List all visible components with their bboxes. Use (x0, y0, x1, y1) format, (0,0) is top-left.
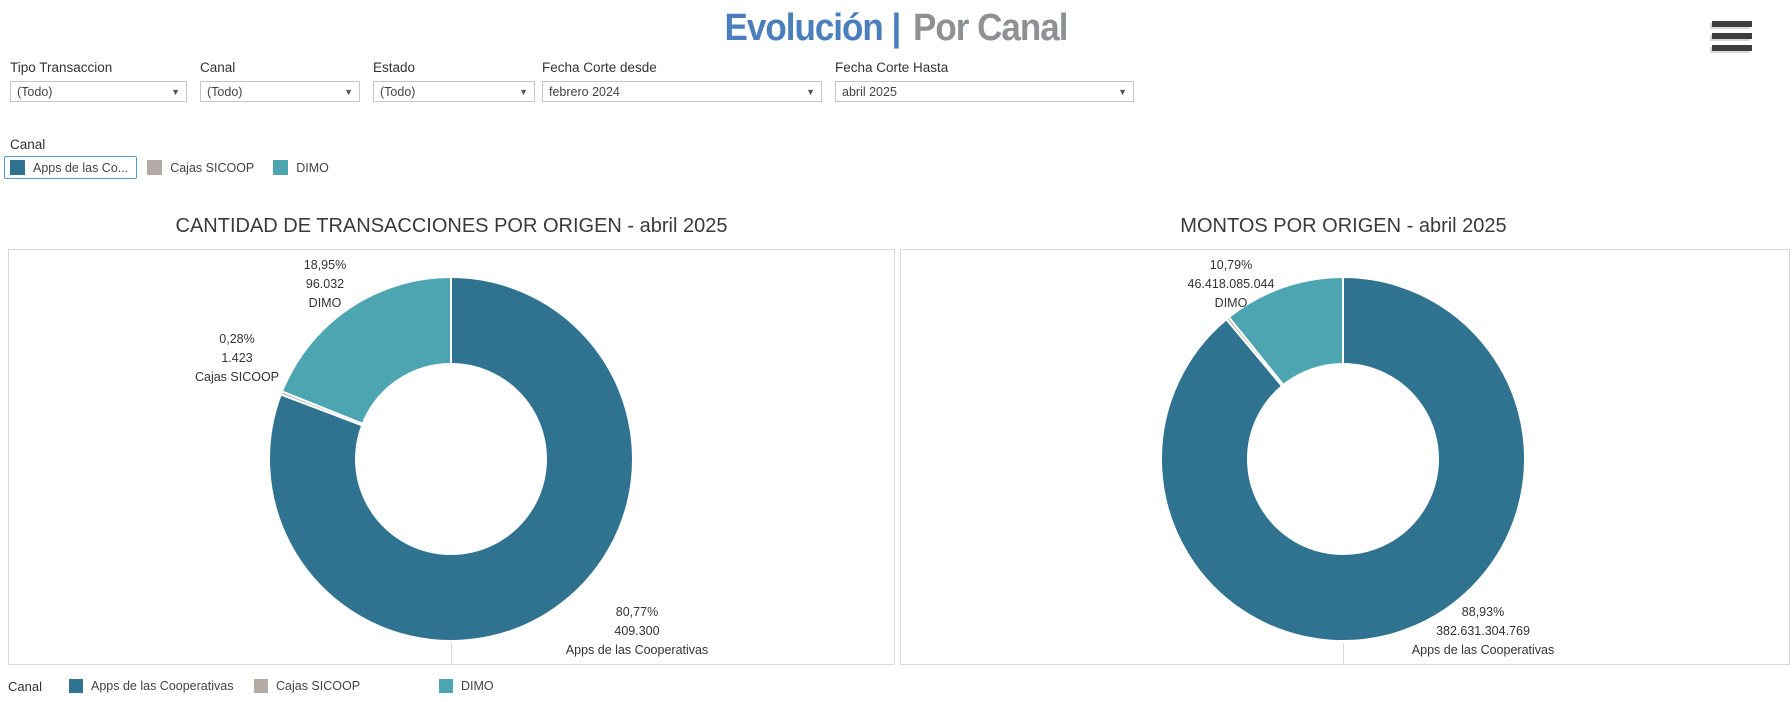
legend-label: Apps de las Co... (33, 160, 129, 175)
chart-panel-montos: 10,79% 46.418.085.044 DIMO 88,93% 382.63… (900, 249, 1790, 665)
callout-label: Apps de las Cooperativas (1411, 643, 1555, 657)
callout-percent: 10,79% (1209, 258, 1253, 272)
dropdown-value: (Todo) (17, 84, 53, 99)
callout-label: Apps de las Cooperativas (565, 643, 709, 657)
chart-title-cantidad: CANTIDAD DE TRANSACCIONES POR ORIGEN - a… (175, 215, 728, 237)
chevron-down-icon: ▼ (344, 86, 353, 97)
filter-label: Fecha Corte Hasta (835, 60, 949, 75)
fecha-corte-hasta-dropdown[interactable]: abril 2025 ▼ (835, 81, 1134, 102)
pie-segment-dimo[interactable] (280, 275, 452, 426)
callout-label: DIMO (1214, 296, 1248, 310)
callout-apps: 88,93% 382.631.304.769 Apps de las Coope… (1412, 603, 1554, 660)
callout-apps: 80,77% 409.300 Apps de las Cooperativas (566, 603, 708, 660)
page-title-secondary: Por Canal (913, 6, 1068, 49)
quick-legend: Apps de las Co... Cajas SICOOP DIMO (4, 156, 342, 179)
tipo-transaccion-dropdown[interactable]: (Todo) ▼ (10, 81, 187, 102)
pie-segment-dimo[interactable] (1227, 275, 1344, 387)
callout-percent: 0,28% (219, 332, 255, 346)
quick-legend-title: Canal (10, 137, 46, 152)
filter-canal: Canal (Todo) ▼ (200, 60, 360, 102)
bottom-legend-title: Canal (8, 679, 42, 694)
filter-label: Tipo Transaccion (10, 60, 113, 75)
filter-label: Fecha Corte desde (542, 60, 657, 75)
legend-item-apps[interactable]: Apps de las Co... (4, 156, 138, 179)
filter-fecha-corte-hasta: Fecha Corte Hasta abril 2025 ▼ (835, 60, 1134, 102)
dropdown-value: abril 2025 (842, 84, 897, 99)
hamburger-bar (1712, 45, 1752, 51)
estado-dropdown[interactable]: (Todo) ▼ (373, 81, 535, 102)
legend-swatch-cajas (254, 679, 268, 693)
legend-label: Apps de las Cooperativas (91, 679, 234, 693)
callout-dimo: 18,95% 96.032 DIMO (304, 256, 346, 313)
legend-swatch-dimo (273, 160, 289, 175)
chevron-down-icon: ▼ (1118, 86, 1127, 97)
callout-value: 409.300 (614, 624, 660, 638)
callout-value: 46.418.085.044 (1187, 277, 1275, 291)
fecha-corte-desde-dropdown[interactable]: febrero 2024 ▼ (542, 81, 822, 102)
chevron-down-icon: ▼ (171, 86, 180, 97)
chevron-down-icon: ▼ (519, 86, 528, 97)
callout-label: DIMO (308, 296, 342, 310)
hamburger-menu-icon[interactable] (1710, 20, 1754, 54)
callout-cajas-sicoop: 0,28% 1.423 Cajas SICOOP (195, 330, 279, 387)
dropdown-value: (Todo) (207, 84, 243, 99)
filter-label: Estado (373, 60, 416, 75)
hamburger-bar (1712, 21, 1752, 27)
legend-label: DIMO (461, 679, 494, 693)
filter-tipo-transaccion: Tipo Transaccion (Todo) ▼ (10, 60, 187, 102)
legend-swatch-apps (10, 160, 25, 175)
callout-percent: 18,95% (303, 258, 347, 272)
chart-title-montos: MONTOS POR ORIGEN - abril 2025 (1180, 215, 1507, 237)
bottom-legend-item-apps[interactable]: Apps de las Cooperativas (69, 679, 233, 693)
page-title: Evolución | Por Canal (0, 6, 1792, 49)
donut-chart-cantidad[interactable] (261, 269, 641, 649)
callout-percent: 88,93% (1461, 605, 1505, 619)
legend-item-dimo[interactable]: DIMO (267, 156, 338, 179)
legend-item-cajas-sicoop[interactable]: Cajas SICOOP (141, 156, 263, 179)
legend-swatch-dimo (439, 679, 453, 693)
pane-divider (451, 643, 452, 665)
pane-divider (1343, 643, 1344, 665)
callout-value: 1.423 (221, 351, 253, 365)
donut-chart-montos[interactable] (1153, 269, 1533, 649)
dropdown-value: febrero 2024 (549, 84, 620, 99)
filter-label: Canal (200, 60, 236, 75)
bottom-legend-item-dimo[interactable]: DIMO (439, 679, 494, 693)
callout-value: 382.631.304.769 (1436, 624, 1530, 638)
chevron-down-icon: ▼ (806, 86, 815, 97)
bottom-legend-item-cajas-sicoop[interactable]: Cajas SICOOP (254, 679, 360, 693)
callout-dimo: 10,79% 46.418.085.044 DIMO (1188, 256, 1275, 313)
legend-label: DIMO (296, 160, 329, 175)
legend-label: Cajas SICOOP (170, 160, 255, 175)
legend-label: Cajas SICOOP (276, 679, 361, 693)
filter-estado: Estado (Todo) ▼ (373, 60, 535, 102)
legend-swatch-cajas (147, 160, 163, 175)
canal-dropdown[interactable]: (Todo) ▼ (200, 81, 360, 102)
pie-segment-apps-de-las-cooperativas[interactable] (1160, 275, 1526, 642)
filter-fecha-corte-desde: Fecha Corte desde febrero 2024 ▼ (542, 60, 822, 102)
legend-swatch-apps (69, 679, 83, 693)
pie-segment-apps-de-las-cooperativas[interactable] (268, 275, 634, 642)
hamburger-bar (1712, 33, 1752, 39)
callout-percent: 80,77% (615, 605, 659, 619)
callout-label: Cajas SICOOP (194, 370, 280, 384)
page-title-primary: Evolución | (724, 6, 902, 49)
callout-value: 96.032 (305, 277, 345, 291)
chart-panel-cantidad: 18,95% 96.032 DIMO 0,28% 1.423 Cajas SIC… (8, 249, 895, 665)
dropdown-value: (Todo) (380, 84, 416, 99)
